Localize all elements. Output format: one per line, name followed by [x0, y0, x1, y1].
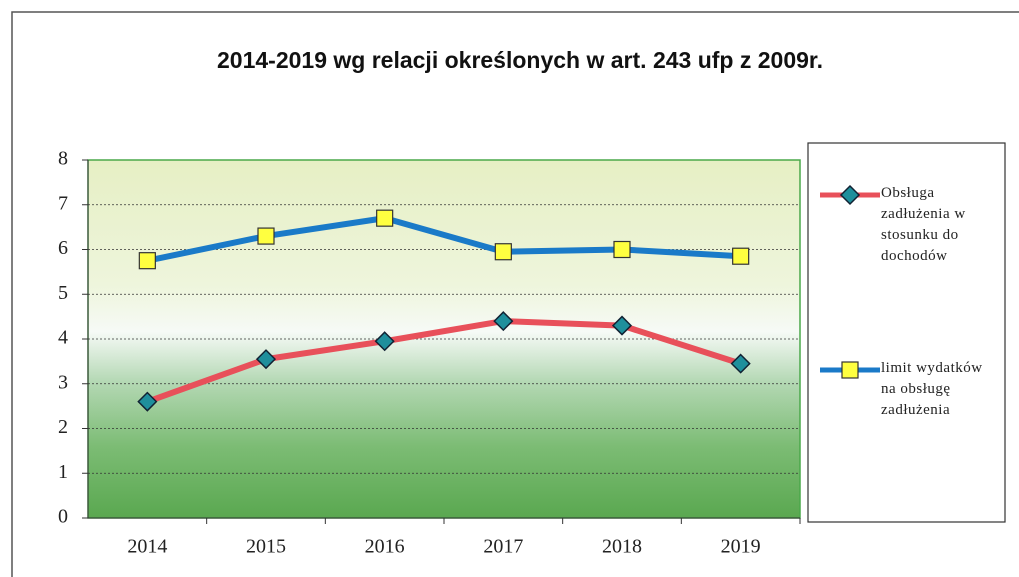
y-tick-label: 7	[58, 192, 68, 214]
x-tick-label: 2017	[483, 536, 523, 558]
y-tick-label: 5	[58, 282, 68, 304]
y-tick-label: 0	[58, 506, 68, 528]
legend-label: limit wydatków na obsługę zadłużenia	[881, 360, 983, 418]
marker	[611, 315, 633, 336]
y-tick-label: 6	[58, 237, 68, 259]
legend-label: Obsługa zadłużenia w stosunku do dochodó…	[881, 185, 966, 264]
series-line	[146, 215, 741, 264]
y-tick-label: 4	[58, 327, 68, 349]
marker	[255, 349, 277, 370]
marker	[257, 227, 275, 245]
y-tick-label: 8	[58, 148, 68, 170]
series-line	[146, 318, 742, 405]
marker	[138, 252, 156, 270]
marker	[494, 243, 512, 261]
marker	[839, 184, 861, 206]
y-tick-label: 1	[58, 461, 68, 483]
x-tick-label: 2014	[127, 536, 167, 558]
marker	[841, 361, 859, 379]
x-tick-label: 2016	[365, 536, 405, 558]
frame	[11, 11, 1019, 577]
marker	[732, 247, 750, 265]
marker	[374, 331, 395, 352]
chart-title: 2014-2019 wg relacji określonych w art. …	[217, 47, 823, 73]
marker	[730, 353, 751, 374]
x-tick-label: 2019	[721, 536, 761, 558]
y-tick-label: 2	[58, 416, 68, 438]
marker	[493, 311, 514, 332]
y-tick-label: 3	[58, 371, 68, 393]
legend-box	[807, 142, 1006, 523]
marker	[137, 391, 158, 412]
x-tick-label: 2015	[246, 536, 286, 558]
marker	[613, 240, 631, 259]
marker	[376, 209, 394, 227]
x-tick-label: 2018	[602, 536, 642, 558]
